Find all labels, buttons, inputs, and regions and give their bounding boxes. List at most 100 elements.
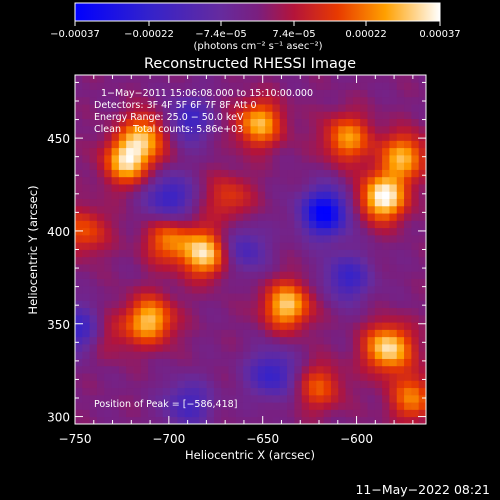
heatmap-cell	[418, 256, 426, 265]
heatmap-cell	[382, 125, 390, 134]
heatmap-cell	[367, 169, 376, 178]
heatmap-cell	[316, 402, 325, 410]
heatmap-cell	[250, 249, 259, 258]
heatmap-cell	[360, 89, 368, 98]
heatmap-cell	[82, 227, 91, 236]
heatmap-cell	[301, 322, 310, 330]
heatmap-cell	[367, 314, 376, 323]
heatmap-cell	[250, 227, 259, 236]
x-axis-label: Heliocentric X (arcsec)	[185, 448, 315, 462]
heatmap-cell	[316, 89, 325, 98]
heatmap-cell	[396, 191, 405, 200]
heatmap-cell	[257, 118, 266, 127]
heatmap-cell	[250, 380, 259, 389]
heatmap-cell	[243, 133, 251, 141]
heatmap-cell	[228, 394, 237, 403]
heatmap-cell	[104, 409, 112, 418]
heatmap-cell	[265, 358, 273, 367]
heatmap-cell	[75, 329, 83, 338]
heatmap-cell	[323, 264, 332, 272]
heatmap-cell	[257, 336, 266, 345]
heatmap-cell	[192, 242, 200, 250]
heatmap-cell	[235, 220, 244, 229]
heatmap-cell	[184, 394, 193, 403]
heatmap-cell	[177, 220, 186, 229]
heatmap-cell	[287, 285, 295, 294]
heatmap-cell	[162, 213, 171, 221]
heatmap-cell	[104, 89, 112, 98]
heatmap-cell	[287, 271, 295, 279]
heatmap-cell	[82, 293, 91, 301]
heatmap-cell	[206, 104, 215, 112]
heatmap-cell	[411, 409, 420, 418]
heatmap-cell	[257, 162, 266, 170]
heatmap-cell	[345, 125, 354, 134]
heatmap-cell	[75, 104, 83, 112]
heatmap-cell	[257, 373, 266, 381]
heatmap-cell	[82, 213, 91, 221]
heatmap-cell	[418, 336, 426, 345]
heatmap-cell	[309, 344, 317, 352]
heatmap-cell	[75, 191, 83, 200]
heatmap-cell	[235, 285, 244, 294]
heatmap-cell	[404, 198, 412, 207]
heatmap-cell	[411, 373, 420, 381]
heatmap-cell	[360, 380, 368, 389]
heatmap-cell	[323, 162, 332, 170]
heatmap-cell	[338, 227, 346, 236]
heatmap-cell	[309, 169, 317, 178]
heatmap-cell	[170, 416, 178, 424]
heatmap-cell	[111, 176, 120, 185]
heatmap-cell	[75, 242, 83, 250]
heatmap-cell	[228, 344, 237, 352]
heatmap-cell	[170, 234, 178, 243]
heatmap-cell	[367, 365, 376, 374]
heatmap-cell	[82, 184, 91, 192]
heatmap-cell	[206, 387, 215, 396]
heatmap-cell	[148, 351, 156, 359]
heatmap-cell	[330, 394, 339, 403]
heatmap-cell	[294, 409, 303, 418]
heatmap-cell	[374, 176, 383, 185]
heatmap-cell	[404, 322, 412, 330]
heatmap-cell	[104, 307, 112, 316]
heatmap-cell	[199, 133, 208, 141]
heatmap-cell	[162, 234, 171, 243]
heatmap-cell	[323, 104, 332, 112]
heatmap-cell	[118, 256, 127, 265]
heatmap-cell	[140, 162, 149, 170]
heatmap-cell	[279, 242, 288, 250]
heatmap-cell	[133, 96, 142, 105]
heatmap-cell	[177, 285, 186, 294]
heatmap-cell	[82, 271, 91, 279]
heatmap-cell	[345, 336, 354, 345]
heatmap-cell	[345, 147, 354, 156]
heatmap-cell	[192, 271, 200, 279]
heatmap-cell	[235, 118, 244, 127]
heatmap-cell	[389, 162, 398, 170]
heatmap-cell	[309, 387, 317, 396]
heatmap-cell	[418, 220, 426, 229]
heatmap-cell	[287, 169, 295, 178]
heatmap-cell	[184, 162, 193, 170]
heatmap-cell	[177, 314, 186, 323]
heatmap-cell	[272, 82, 281, 90]
heatmap-cell	[345, 118, 354, 127]
heatmap-cell	[206, 314, 215, 323]
heatmap-cell	[309, 118, 317, 127]
heatmap-cell	[89, 264, 98, 272]
heatmap-cell	[396, 234, 405, 243]
heatmap-cell	[301, 104, 310, 112]
heatmap-cell	[257, 416, 266, 424]
heatmap-cell	[184, 111, 193, 120]
heatmap-cell	[418, 322, 426, 330]
heatmap-cell	[374, 307, 383, 316]
heatmap-cell	[367, 264, 376, 272]
heatmap-cell	[352, 329, 361, 338]
heatmap-cell	[192, 278, 200, 287]
heatmap-cell	[82, 336, 91, 345]
heatmap-cell	[389, 205, 398, 214]
heatmap-cell	[170, 147, 178, 156]
heatmap-cell	[184, 154, 193, 163]
heatmap-cell	[118, 184, 127, 192]
